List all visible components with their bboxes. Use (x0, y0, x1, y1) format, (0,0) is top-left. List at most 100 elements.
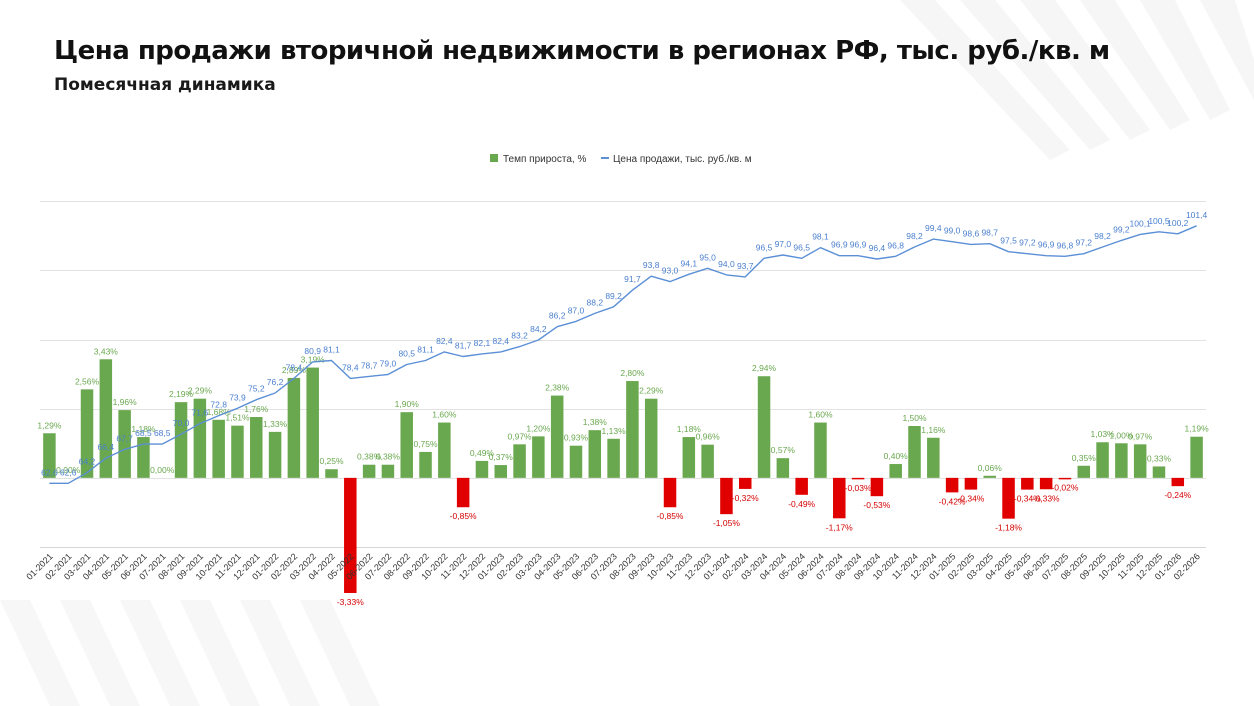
growth-bar-label: 1,00% (1109, 430, 1134, 440)
price-label: 75,2 (248, 384, 265, 394)
growth-bar (1096, 442, 1109, 478)
growth-bar (1021, 477, 1034, 490)
growth-bar-label: 1,96% (113, 397, 138, 407)
price-label: 79,0 (380, 358, 397, 368)
growth-bar-label: 1,50% (902, 413, 927, 423)
growth-bar (738, 477, 752, 489)
price-label: 84,2 (530, 324, 547, 334)
growth-bar (325, 469, 338, 478)
price-label: 72,8 (210, 400, 227, 410)
price-label: 98,2 (1094, 231, 1111, 241)
growth-bar-label: 1,51% (225, 413, 250, 423)
growth-bar-label: 0,96% (696, 432, 721, 442)
growth-bar-label: 2,38% (545, 383, 570, 393)
growth-bar-label: 1,29% (37, 420, 62, 430)
growth-bar-label: -1,17% (826, 522, 853, 532)
growth-bar (983, 475, 996, 478)
price-label: 99,4 (925, 223, 942, 233)
price-label: 94,1 (681, 258, 698, 268)
price-line (49, 225, 1197, 484)
price-label: 76,2 (267, 377, 284, 387)
growth-bar (908, 426, 921, 478)
growth-bar-label: -0,03% (845, 483, 872, 493)
price-label: 97,2 (1019, 238, 1036, 248)
growth-bar (137, 437, 150, 478)
growth-bar (776, 458, 790, 478)
growth-bar-label: 2,89% (282, 365, 307, 375)
price-label: 78,4 (342, 362, 359, 372)
price-label: 97,5 (1000, 236, 1017, 246)
growth-bar (1077, 465, 1091, 478)
price-label: 68,5 (135, 428, 152, 438)
growth-bar-label: 0,57% (771, 445, 796, 455)
growth-bar-label: 1,60% (432, 410, 457, 420)
growth-bar (456, 477, 470, 508)
price-series-line (49, 225, 1197, 484)
growth-bar-label: 0,38% (376, 452, 401, 462)
growth-bar-label: -0,34% (1014, 494, 1041, 504)
growth-bar (851, 477, 865, 480)
price-label: 96,4 (869, 243, 886, 253)
growth-bar-label: 1,18% (677, 424, 702, 434)
growth-bar (757, 376, 771, 478)
growth-bar (475, 460, 489, 478)
growth-bar (231, 425, 244, 478)
growth-bar-label: 2,29% (188, 386, 213, 396)
growth-bar-label: 3,43% (94, 346, 119, 356)
price-label: 78,4 (286, 362, 303, 372)
growth-bar-label: 0,93% (564, 433, 589, 443)
chart-legend: Темп прироста, % Цена продажи, тыс. руб./… (490, 153, 752, 165)
growth-bar-label: 1,38% (583, 417, 608, 427)
price-label: 80,9 (304, 346, 321, 356)
price-label: 70,0 (173, 418, 190, 428)
price-label: 95,0 (699, 252, 716, 262)
growth-bar-label: 0,49% (470, 448, 495, 458)
growth-bar-label: 1,13% (602, 426, 627, 436)
growth-bar (118, 410, 131, 478)
growth-bar-label: 3,19% (301, 355, 326, 365)
x-axis-tick-labels: 01-202102-202103-202104-202105-202106-20… (24, 551, 1202, 581)
price-label: 96,8 (887, 240, 904, 250)
price-label: 82,4 (436, 336, 453, 346)
growth-bar-label: -0,02% (1051, 483, 1078, 493)
price-label: 97,2 (1075, 238, 1092, 248)
growth-bar-label: 0,97% (508, 431, 533, 441)
growth-bar (1171, 477, 1185, 487)
growth-bar-label: 0,37% (489, 452, 514, 462)
growth-bar (513, 444, 526, 478)
price-label: 99,2 (1113, 224, 1130, 234)
growth-bar-label: -0,33% (1033, 493, 1060, 503)
growth-bar-label: 1,60% (808, 410, 833, 420)
price-label: 88,2 (587, 297, 604, 307)
price-label: 87,0 (568, 305, 585, 315)
price-label: 91,7 (624, 274, 641, 284)
growth-bar (550, 395, 564, 478)
growth-bar-label: -1,05% (713, 518, 740, 528)
growth-bars (43, 359, 1203, 593)
growth-bar-label: 0,00% (56, 465, 81, 475)
growth-bar (607, 438, 620, 478)
growth-bar (193, 398, 207, 478)
price-label: 78,7 (361, 360, 378, 370)
price-label: 98,2 (906, 231, 923, 241)
price-label: 81,1 (323, 345, 340, 355)
price-label: 82,1 (474, 338, 491, 348)
price-labels: 62,6 62,664,266,467,768,5 68,570,071,672,8… (41, 210, 1207, 477)
price-label: 86,2 (549, 311, 566, 321)
growth-bar (1115, 443, 1128, 478)
growth-bar-label: 1,19% (1185, 424, 1210, 434)
growth-bar (889, 464, 902, 478)
growth-bar-label: -3,33% (337, 597, 364, 607)
growth-bar-label: 1,18% (131, 424, 156, 434)
price-label: 89,2 (605, 291, 622, 301)
price-label: 96,9 (1038, 240, 1055, 250)
price-label: 93,8 (643, 260, 660, 270)
growth-bar-label: 0,75% (413, 439, 438, 449)
price-label: 82,4 (492, 336, 509, 346)
growth-bar-label: -0,24% (1164, 490, 1191, 500)
gridlines (40, 201, 1206, 548)
growth-bar (532, 436, 545, 478)
growth-bar (644, 398, 658, 478)
growth-bar-label: 1,33% (263, 419, 288, 429)
